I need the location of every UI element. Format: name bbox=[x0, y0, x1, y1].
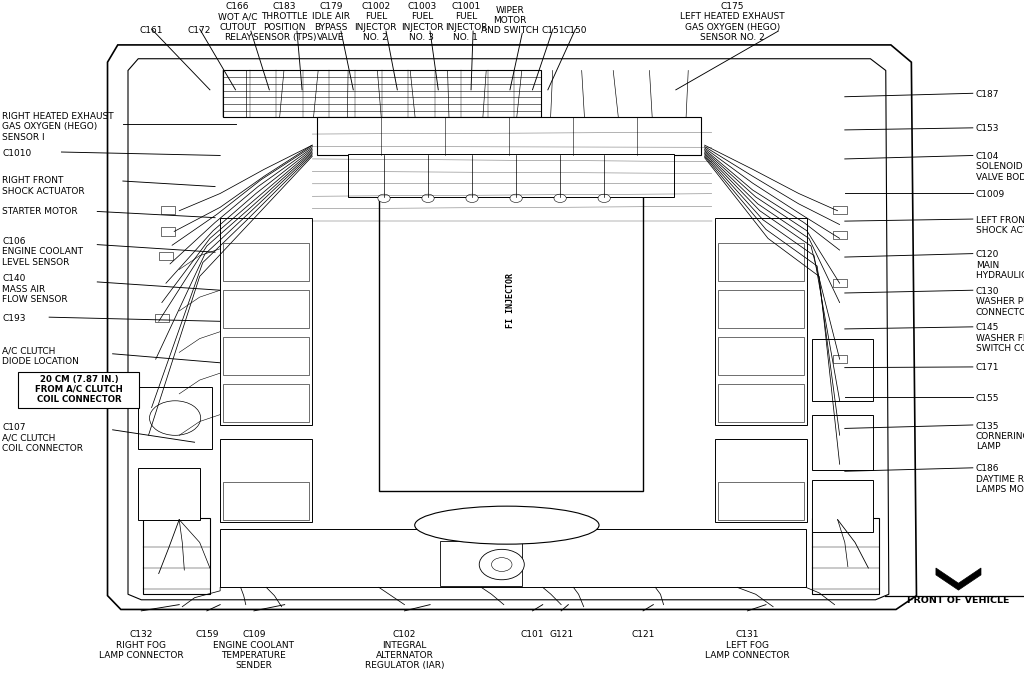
Bar bbox=[718, 290, 804, 328]
Text: C186
DAYTIME RUNNING
LAMPS MODULE: C186 DAYTIME RUNNING LAMPS MODULE bbox=[976, 464, 1024, 494]
Text: C140
MASS AIR
FLOW SENSOR: C140 MASS AIR FLOW SENSOR bbox=[2, 274, 68, 304]
Bar bbox=[138, 387, 212, 449]
Bar bbox=[155, 314, 169, 322]
Ellipse shape bbox=[415, 506, 599, 545]
Circle shape bbox=[510, 194, 522, 202]
Circle shape bbox=[422, 194, 434, 202]
Text: C183
THROTTLE
POSITION
SENSOR (TPS): C183 THROTTLE POSITION SENSOR (TPS) bbox=[253, 2, 316, 42]
Bar bbox=[223, 337, 309, 375]
Text: C159: C159 bbox=[196, 630, 218, 639]
Text: C161: C161 bbox=[140, 26, 163, 35]
Text: C150: C150 bbox=[564, 26, 587, 35]
Text: C193: C193 bbox=[2, 314, 26, 323]
Bar bbox=[18, 372, 139, 408]
Text: C135
CORNERING
LAMP: C135 CORNERING LAMP bbox=[976, 422, 1024, 451]
Circle shape bbox=[598, 194, 610, 202]
Text: C172: C172 bbox=[188, 26, 211, 35]
Text: C1009: C1009 bbox=[976, 190, 1006, 199]
Bar bbox=[223, 482, 309, 520]
Bar bbox=[718, 384, 804, 422]
Text: C175
LEFT HEATED EXHAUST
GAS OXYGEN (HEGO)
SENSOR NO. 2: C175 LEFT HEATED EXHAUST GAS OXYGEN (HEG… bbox=[680, 2, 784, 42]
Circle shape bbox=[554, 194, 566, 202]
Text: C155: C155 bbox=[976, 394, 999, 403]
Text: C145
WASHER FLUID LEVEL
SWITCH CONNECTOR: C145 WASHER FLUID LEVEL SWITCH CONNECTOR bbox=[976, 323, 1024, 353]
Bar bbox=[348, 154, 674, 197]
Text: RIGHT HEATED EXHAUST
GAS OXYGEN (HEGO)
SENSOR I: RIGHT HEATED EXHAUST GAS OXYGEN (HEGO) S… bbox=[2, 112, 114, 142]
Bar bbox=[159, 252, 173, 260]
Text: G121: G121 bbox=[549, 630, 573, 639]
Bar bbox=[812, 518, 879, 594]
Bar bbox=[812, 339, 873, 401]
Text: C109
ENGINE COOLANT
TEMPERATURE
SENDER: C109 ENGINE COOLANT TEMPERATURE SENDER bbox=[213, 630, 295, 670]
Text: WIPER
MOTOR
AND SWITCH: WIPER MOTOR AND SWITCH bbox=[481, 6, 539, 35]
Polygon shape bbox=[936, 568, 981, 590]
Text: C130
WASHER PUMP
CONNECTOR: C130 WASHER PUMP CONNECTOR bbox=[976, 287, 1024, 316]
Bar bbox=[440, 541, 522, 586]
Text: FI INJECTOR: FI INJECTOR bbox=[507, 273, 515, 328]
Text: 20 CM (7.87 IN.)
FROM A/C CLUTCH
COIL CONNECTOR: 20 CM (7.87 IN.) FROM A/C CLUTCH COIL CO… bbox=[35, 375, 123, 404]
Text: C179
IDLE AIR
BYPASS
VALVE: C179 IDLE AIR BYPASS VALVE bbox=[311, 2, 350, 42]
Circle shape bbox=[479, 549, 524, 580]
Text: C166
WOT A/C
CUTOUT
RELAY: C166 WOT A/C CUTOUT RELAY bbox=[218, 2, 257, 42]
Text: C132
RIGHT FOG
LAMP CONNECTOR: C132 RIGHT FOG LAMP CONNECTOR bbox=[99, 630, 183, 660]
Bar bbox=[220, 439, 312, 522]
Bar bbox=[161, 206, 175, 214]
Text: A/C CLUTCH
DIODE LOCATION: A/C CLUTCH DIODE LOCATION bbox=[2, 346, 79, 366]
Bar bbox=[138, 468, 200, 520]
Bar bbox=[161, 227, 175, 236]
Bar bbox=[317, 117, 701, 155]
Text: C1002
FUEL
INJECTOR
NO. 2: C1002 FUEL INJECTOR NO. 2 bbox=[354, 2, 397, 42]
Circle shape bbox=[466, 194, 478, 202]
Text: C107
A/C CLUTCH
COIL CONNECTOR: C107 A/C CLUTCH COIL CONNECTOR bbox=[2, 423, 83, 453]
Text: C102
INTEGRAL
ALTERNATOR
REGULATOR (IAR): C102 INTEGRAL ALTERNATOR REGULATOR (IAR) bbox=[365, 630, 444, 670]
Text: C171: C171 bbox=[976, 363, 999, 372]
Text: C1001
FUEL
INJECTOR
NO. 1: C1001 FUEL INJECTOR NO. 1 bbox=[444, 2, 487, 42]
Bar bbox=[223, 70, 541, 117]
Text: C121: C121 bbox=[632, 630, 654, 639]
Bar bbox=[223, 243, 309, 281]
Text: C1010: C1010 bbox=[2, 149, 32, 158]
Circle shape bbox=[378, 194, 390, 202]
Bar bbox=[718, 243, 804, 281]
Text: C101: C101 bbox=[521, 630, 544, 639]
Circle shape bbox=[150, 401, 201, 435]
Bar bbox=[223, 290, 309, 328]
Bar bbox=[379, 145, 643, 491]
Bar bbox=[833, 355, 847, 363]
Text: C153: C153 bbox=[976, 124, 999, 133]
Bar bbox=[223, 384, 309, 422]
Bar bbox=[833, 279, 847, 287]
Bar bbox=[718, 337, 804, 375]
Bar bbox=[220, 218, 312, 425]
Bar bbox=[833, 231, 847, 239]
Bar bbox=[812, 480, 873, 532]
Text: LEFT FRONT
SHOCK ACTUATOR: LEFT FRONT SHOCK ACTUATOR bbox=[976, 216, 1024, 235]
Text: C151: C151 bbox=[542, 26, 564, 35]
Text: C131
LEFT FOG
LAMP CONNECTOR: C131 LEFT FOG LAMP CONNECTOR bbox=[706, 630, 790, 660]
Text: C187: C187 bbox=[976, 90, 999, 99]
Text: C120
MAIN
HYDRAULIC VALVE: C120 MAIN HYDRAULIC VALVE bbox=[976, 250, 1024, 280]
Bar bbox=[812, 415, 873, 470]
Text: C106
ENGINE COOLANT
LEVEL SENSOR: C106 ENGINE COOLANT LEVEL SENSOR bbox=[2, 237, 83, 267]
Bar bbox=[715, 439, 807, 522]
Circle shape bbox=[492, 558, 512, 571]
Bar bbox=[715, 218, 807, 425]
Bar bbox=[718, 482, 804, 520]
Text: FRONT OF VEHICLE: FRONT OF VEHICLE bbox=[907, 596, 1010, 605]
Text: C1003
FUEL
INJECTOR
NO. 3: C1003 FUEL INJECTOR NO. 3 bbox=[400, 2, 443, 42]
Text: STARTER MOTOR: STARTER MOTOR bbox=[2, 207, 78, 216]
Text: C104
SOLENOID CONTROL
VALVE BODY: C104 SOLENOID CONTROL VALVE BODY bbox=[976, 152, 1024, 182]
Bar bbox=[143, 518, 210, 594]
Bar bbox=[220, 529, 806, 587]
Bar bbox=[833, 206, 847, 214]
Text: RIGHT FRONT
SHOCK ACTUATOR: RIGHT FRONT SHOCK ACTUATOR bbox=[2, 176, 85, 196]
PathPatch shape bbox=[108, 45, 916, 609]
